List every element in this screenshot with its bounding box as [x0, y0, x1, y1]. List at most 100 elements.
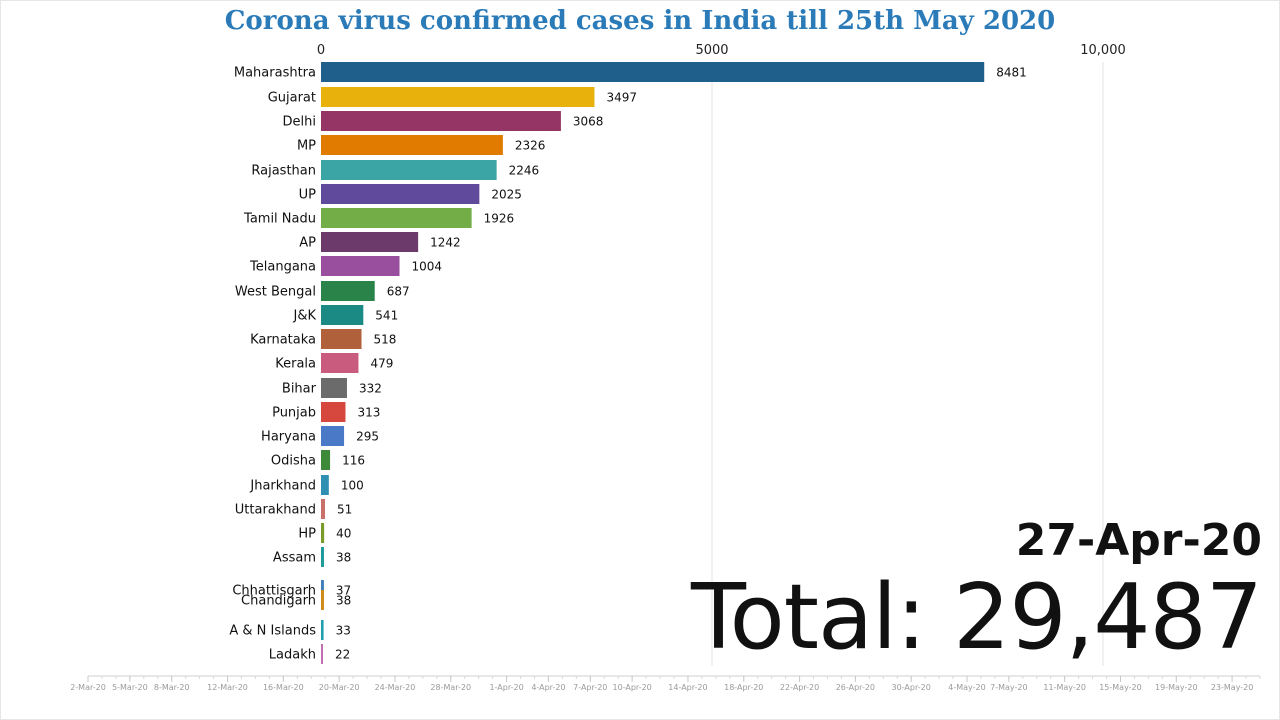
- x-tick-label: 0: [317, 43, 325, 58]
- timeline-tick-label: 15-May-20: [1099, 683, 1142, 692]
- category-label: Delhi: [283, 115, 316, 130]
- data-label: 22: [335, 648, 350, 662]
- data-label: 38: [336, 594, 351, 608]
- category-label: Jharkhand: [249, 479, 316, 494]
- timeline-tick-label: 23-May-20: [1211, 683, 1254, 692]
- data-label: 518: [374, 333, 397, 347]
- bar: [321, 547, 324, 567]
- category-label: Kerala: [275, 357, 316, 372]
- data-label: 2246: [509, 164, 540, 178]
- timeline-tick-label: 11-May-20: [1043, 683, 1086, 692]
- bar: [321, 135, 503, 155]
- category-label: Punjab: [272, 406, 316, 421]
- timeline-tick-label: 8-Mar-20: [154, 683, 190, 692]
- timeline-tick-label: 10-Apr-20: [612, 683, 651, 692]
- category-label: Odisha: [271, 454, 316, 469]
- bar: [321, 426, 345, 446]
- chart-title: Corona virus confirmed cases in India ti…: [224, 6, 1056, 36]
- timeline-tick-label: 5-Mar-20: [112, 683, 148, 692]
- bar: [321, 281, 375, 301]
- category-label: J&K: [293, 309, 317, 324]
- data-label: 1926: [484, 212, 515, 226]
- timeline-tick-label: 20-Mar-20: [319, 683, 360, 692]
- data-label: 8481: [996, 66, 1027, 80]
- bar: [321, 402, 346, 422]
- data-label: 37: [336, 584, 351, 598]
- bar: [321, 590, 324, 610]
- category-label: Ladakh: [269, 648, 316, 663]
- timeline-tick-label: 1-Apr-20: [489, 683, 523, 692]
- data-label: 116: [342, 454, 365, 468]
- category-label: Chandigarh: [241, 594, 316, 609]
- bar: [321, 450, 331, 470]
- data-label: 38: [336, 551, 351, 565]
- bar: [321, 184, 480, 204]
- timeline-tick-label: 14-Apr-20: [668, 683, 707, 692]
- category-label: Tamil Nadu: [243, 212, 316, 227]
- bar: [321, 475, 329, 495]
- bar: [321, 160, 497, 180]
- timeline-tick-label: 18-Apr-20: [724, 683, 763, 692]
- data-label: 2326: [515, 139, 546, 153]
- data-label: 332: [359, 382, 382, 396]
- timeline-tick-label: 12-Mar-20: [207, 683, 248, 692]
- category-label: Telangana: [249, 260, 316, 275]
- x-tick-label: 5000: [695, 43, 728, 58]
- bar: [321, 232, 419, 252]
- category-label: A & N Islands: [229, 624, 316, 639]
- category-label: Gujarat: [268, 91, 316, 106]
- data-label: 3068: [573, 115, 604, 129]
- timeline-tick-label: 26-Apr-20: [836, 683, 875, 692]
- x-tick-label: 10,000: [1080, 43, 1126, 58]
- data-label: 3497: [606, 91, 637, 105]
- category-label: HP: [298, 527, 316, 542]
- data-label: 100: [341, 479, 364, 493]
- data-label: 313: [357, 406, 380, 420]
- data-label: 33: [336, 624, 351, 638]
- timeline-tick-label: 4-Apr-20: [531, 683, 565, 692]
- timeline-tick-label: 2-Mar-20: [70, 683, 106, 692]
- category-label: MP: [297, 139, 316, 154]
- timeline-tick-label: 24-Mar-20: [375, 683, 416, 692]
- bar: [321, 378, 347, 398]
- category-label: Chhattisgarh: [232, 584, 316, 599]
- data-label: 295: [356, 430, 379, 444]
- timeline-tick-label: 7-Apr-20: [573, 683, 607, 692]
- data-label: 2025: [491, 188, 522, 202]
- bar: [321, 208, 472, 228]
- data-label: 1004: [412, 260, 443, 274]
- bar: [321, 644, 323, 664]
- timeline-tick-label: 7-May-20: [990, 683, 1027, 692]
- category-label: Karnataka: [250, 333, 316, 348]
- data-label: 1242: [430, 236, 461, 250]
- category-label: Bihar: [282, 382, 317, 397]
- data-label: 541: [375, 309, 398, 323]
- category-label: UP: [299, 188, 317, 203]
- bar: [321, 256, 400, 276]
- category-label: Uttarakhand: [235, 503, 316, 518]
- data-label: 479: [370, 357, 393, 371]
- bar: [321, 523, 325, 543]
- category-label: West Bengal: [235, 285, 316, 300]
- bar: [321, 499, 325, 519]
- category-label: Haryana: [261, 430, 316, 445]
- timeline-tick-label: 19-May-20: [1155, 683, 1198, 692]
- timeline-tick-label: 22-Apr-20: [780, 683, 819, 692]
- timeline-tick-label: 4-May-20: [948, 683, 985, 692]
- total-cases-label: Total: 29,487: [690, 565, 1263, 670]
- bar: [321, 87, 595, 107]
- timeline-tick-label: 16-Mar-20: [263, 683, 304, 692]
- bar: [321, 329, 362, 349]
- category-label: Maharashtra: [234, 66, 316, 81]
- bar: [321, 62, 985, 82]
- bar: [321, 305, 364, 325]
- data-label: 51: [337, 503, 352, 517]
- category-label: AP: [299, 236, 316, 251]
- timeline-tick-label: 30-Apr-20: [892, 683, 931, 692]
- category-label: Rajasthan: [251, 164, 316, 179]
- bar: [321, 353, 359, 373]
- bar: [321, 620, 324, 640]
- timeline-tick-label: 28-Mar-20: [430, 683, 471, 692]
- bar: [321, 111, 561, 131]
